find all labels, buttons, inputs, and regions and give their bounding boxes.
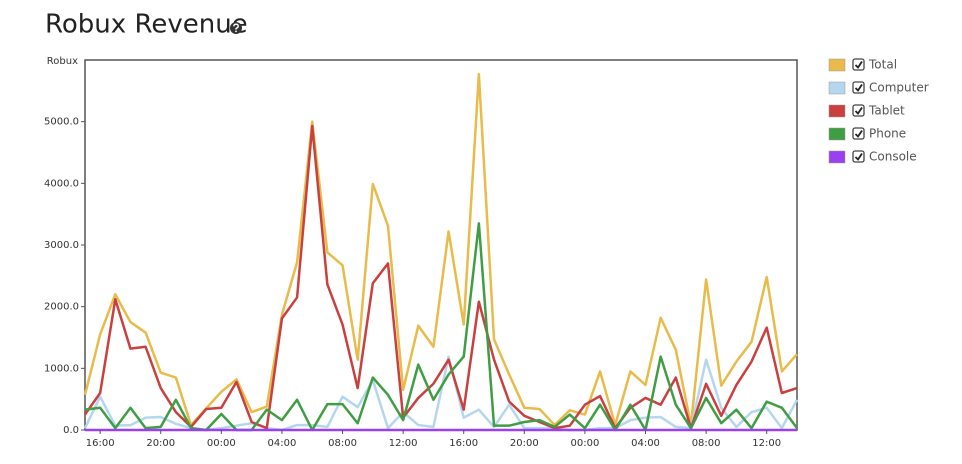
help-icon[interactable]: [230, 22, 242, 34]
legend-check: [854, 153, 863, 161]
x-tick-label: 08:00: [692, 438, 721, 449]
y-tick-label: 4000.0: [44, 178, 79, 189]
y-axis-label: Robux: [47, 56, 78, 67]
legend-swatch: [828, 150, 846, 164]
x-tick-label: 04:00: [631, 438, 660, 449]
x-tick-label: 08:00: [328, 438, 357, 449]
legend-swatch: [828, 127, 846, 141]
x-tick-label: 20:00: [510, 438, 539, 449]
legend-swatch: [828, 58, 846, 72]
y-tick-label: 5000.0: [44, 117, 79, 128]
legend-label: Computer: [869, 81, 929, 95]
plot-frame: [84, 59, 798, 431]
x-tick-label: 12:00: [389, 438, 418, 449]
legend-label: Console: [869, 150, 917, 164]
x-tick-label: 20:00: [146, 438, 175, 449]
x-tick-label: 16:00: [86, 438, 115, 449]
legend-swatch: [828, 104, 846, 118]
legend-label: Total: [868, 58, 897, 72]
y-tick-label: 3000.0: [44, 240, 79, 251]
x-tick-label: 12:00: [752, 438, 781, 449]
legend-label: Phone: [869, 127, 906, 141]
y-tick-label: 0.0: [63, 425, 79, 436]
chart-title: Robux Revenue: [45, 10, 248, 40]
legend-check: [854, 61, 863, 69]
x-tick-label: 00:00: [571, 438, 600, 449]
x-tick-label: 04:00: [268, 438, 297, 449]
legend-check: [854, 107, 863, 115]
series-line: [84, 222, 799, 432]
series-line: [83, 124, 798, 430]
y-tick-label: 2000.0: [44, 302, 79, 313]
legend-swatch: [828, 81, 846, 95]
legend-label: Tablet: [868, 104, 905, 118]
x-tick-label: 00:00: [207, 438, 236, 449]
x-tick-label: 16:00: [449, 438, 478, 449]
legend-check: [854, 130, 863, 138]
legend-check: [854, 84, 863, 92]
y-tick-label: 1000.0: [44, 363, 79, 374]
